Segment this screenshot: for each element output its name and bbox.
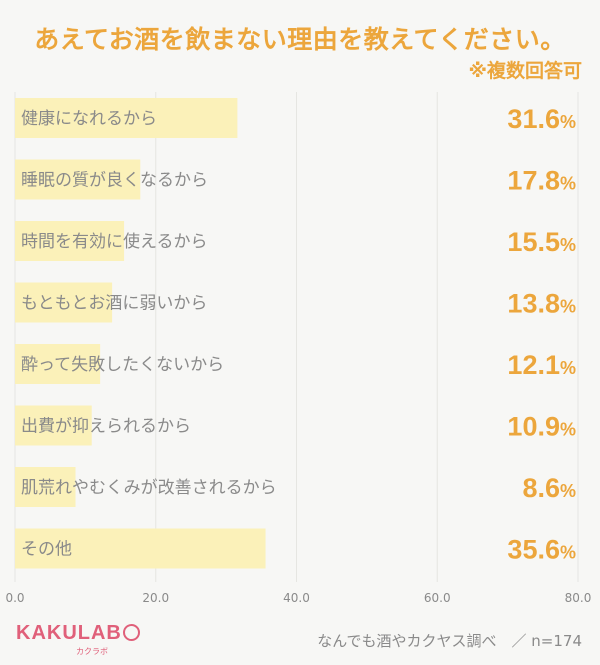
bar bbox=[15, 528, 266, 569]
value-label: 17.8% bbox=[507, 166, 576, 196]
bar bbox=[15, 282, 113, 323]
kakulab-logo: KAKULAB カクラボ bbox=[16, 622, 140, 656]
category-label: 時間を有効に使えるから bbox=[21, 231, 208, 252]
value-label: 8.6% bbox=[522, 473, 576, 503]
category-label: 出費が抑えられるから bbox=[21, 417, 191, 437]
value-percent-sign: % bbox=[560, 358, 576, 378]
value-number: 10.9 bbox=[507, 412, 560, 442]
category-label: 酔って失敗したくないから bbox=[21, 355, 224, 375]
category-label: その他 bbox=[21, 540, 72, 560]
chart-title: あえてお酒を飲まない理由を教えてください。 bbox=[34, 25, 566, 54]
value-number: 17.8 bbox=[507, 166, 560, 196]
value-label: 31.6% bbox=[507, 104, 576, 134]
bar bbox=[15, 467, 76, 507]
value-number: 8.6 bbox=[522, 473, 560, 503]
x-tick-label: 0.0 bbox=[5, 591, 24, 605]
value-label: 35.6% bbox=[507, 535, 576, 565]
bar bbox=[15, 405, 92, 446]
chart-subtitle: ※複数回答可 bbox=[468, 60, 582, 82]
bar bbox=[15, 159, 141, 200]
value-number: 31.6 bbox=[507, 104, 560, 134]
category-label: 健康になれるから bbox=[21, 109, 157, 129]
value-percent-sign: % bbox=[560, 481, 576, 501]
logo-subtext: カクラボ bbox=[76, 647, 108, 656]
value-percent-sign: % bbox=[560, 112, 576, 132]
x-tick-label: 60.0 bbox=[424, 591, 451, 605]
source-note: なんでも酒やカクヤス調べ ／ n=174 bbox=[317, 632, 582, 650]
category-label: もともとお酒に弱いから bbox=[21, 294, 207, 314]
value-label: 10.9% bbox=[507, 412, 576, 442]
value-percent-sign: % bbox=[560, 297, 576, 317]
value-number: 15.5 bbox=[507, 227, 560, 257]
x-tick-label: 40.0 bbox=[283, 591, 310, 605]
logo-text: KAKULAB bbox=[16, 622, 122, 644]
value-number: 12.1 bbox=[507, 350, 560, 380]
x-tick-label: 20.0 bbox=[142, 591, 169, 605]
value-label: 12.1% bbox=[507, 350, 576, 380]
bar bbox=[15, 221, 125, 261]
logo-ring-icon bbox=[122, 624, 140, 642]
value-percent-sign: % bbox=[560, 174, 576, 194]
x-tick-label: 80.0 bbox=[565, 591, 592, 605]
value-label: 15.5% bbox=[507, 227, 576, 257]
value-label: 13.8% bbox=[507, 289, 576, 319]
bar bbox=[15, 344, 101, 384]
value-number: 13.8 bbox=[507, 289, 560, 319]
value-percent-sign: % bbox=[560, 235, 576, 255]
bar bbox=[15, 98, 238, 138]
value-percent-sign: % bbox=[560, 420, 576, 440]
category-label: 睡眠の質が良くなるから bbox=[21, 171, 208, 191]
value-number: 35.6 bbox=[507, 535, 560, 565]
value-percent-sign: % bbox=[560, 543, 576, 563]
category-label: 肌荒れやむくみが改善されるから bbox=[21, 478, 277, 498]
